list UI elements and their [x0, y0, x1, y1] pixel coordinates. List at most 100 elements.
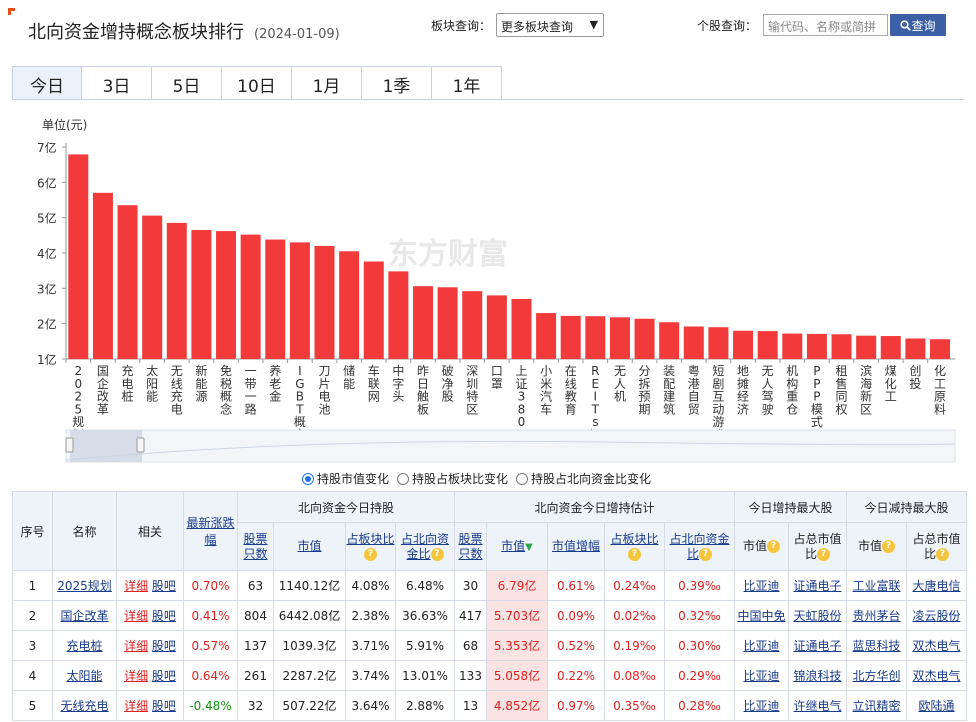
detail-link[interactable]: 详细	[124, 639, 149, 653]
detail-link[interactable]: 详细	[124, 669, 149, 683]
row-inc-ratio[interactable]: 锦浪科技	[788, 660, 847, 691]
stock-search-input[interactable]: 输代码、名称或简拼	[763, 14, 888, 36]
row-dec-value[interactable]: 北方华创	[846, 660, 907, 691]
row-name[interactable]: 无线充电	[52, 690, 117, 721]
row-inc-value[interactable]: 比亚迪	[734, 690, 789, 721]
col-add-count[interactable]: 股票只数	[454, 522, 487, 571]
stock-link[interactable]: 天虹股份	[793, 609, 842, 623]
help-icon[interactable]: ?	[767, 540, 780, 553]
tab-1y[interactable]: 1年	[432, 66, 502, 100]
stock-link[interactable]: 工业富联	[852, 579, 901, 593]
col-hold-nb-ratio[interactable]: 占北向资金比?	[395, 522, 455, 571]
col-hold-count[interactable]: 股票只数	[237, 522, 274, 571]
stock-link[interactable]: 中国中免	[737, 609, 786, 623]
forum-link[interactable]: 股吧	[151, 639, 176, 653]
stock-link[interactable]: 双杰电气	[912, 639, 961, 653]
forum-link[interactable]: 股吧	[151, 699, 176, 713]
detail-link[interactable]: 详细	[124, 699, 149, 713]
radio-button[interactable]	[516, 472, 529, 485]
col-hold-plate-ratio[interactable]: 占板块比?	[345, 522, 396, 571]
row-inc-value[interactable]: 比亚迪	[734, 570, 789, 601]
detail-link[interactable]: 详细	[124, 579, 149, 593]
stock-link[interactable]: 锦浪科技	[793, 669, 842, 683]
col-add-increase[interactable]: 市值增幅	[547, 522, 605, 571]
radio-button[interactable]	[397, 472, 410, 485]
row-name[interactable]: 充电桩	[52, 630, 117, 661]
row-add-count: 68	[454, 630, 487, 661]
row-name[interactable]: 太阳能	[52, 660, 117, 691]
row-related: 详细 股吧	[116, 600, 184, 631]
row-dec-value[interactable]: 蓝思科技	[846, 630, 907, 661]
col-hold-value[interactable]: 市值	[273, 522, 346, 571]
row-inc-value[interactable]: 比亚迪	[734, 630, 789, 661]
stock-link[interactable]: 蓝思科技	[852, 639, 901, 653]
tab-today[interactable]: 今日	[12, 66, 82, 100]
tab-3d[interactable]: 3日	[82, 66, 152, 100]
row-dec-value[interactable]: 贵州茅台	[846, 600, 907, 631]
row-inc-value[interactable]: 比亚迪	[734, 660, 789, 691]
help-icon[interactable]: ?	[699, 547, 712, 561]
detail-link[interactable]: 详细	[124, 609, 149, 623]
row-inc-ratio[interactable]: 天虹股份	[788, 600, 847, 631]
row-dec-ratio[interactable]: 双杰电气	[906, 660, 967, 691]
row-name[interactable]: 国企改革	[52, 600, 117, 631]
row-name-link[interactable]: 国企改革	[60, 609, 109, 623]
row-inc-ratio[interactable]: 许继电气	[788, 690, 847, 721]
row-dec-ratio[interactable]: 大唐电信	[906, 570, 967, 601]
stock-link[interactable]: 大唐电信	[912, 579, 961, 593]
row-inc-ratio[interactable]: 证通电子	[788, 570, 847, 601]
help-icon[interactable]: ?	[364, 547, 377, 561]
radio-plate-ratio[interactable]: 持股占板块比变化	[397, 470, 508, 487]
stock-link[interactable]: 凌云股份	[912, 609, 961, 623]
help-icon[interactable]: ?	[628, 547, 641, 561]
row-name-link[interactable]: 太阳能	[66, 669, 103, 683]
help-icon[interactable]: ?	[936, 547, 949, 561]
row-inc-value[interactable]: 中国中免	[734, 600, 789, 631]
stock-link[interactable]: 立讯精密	[852, 699, 901, 713]
stock-link[interactable]: 双杰电气	[912, 669, 961, 683]
stock-link[interactable]: 比亚迪	[743, 579, 780, 593]
plate-query-select[interactable]: 更多板块查询 ▼	[496, 13, 604, 37]
row-inc-ratio[interactable]: 证通电子	[788, 630, 847, 661]
row-add-plate-ratio: 0.08‰	[604, 660, 665, 691]
row-name-link[interactable]: 无线充电	[60, 699, 109, 713]
radio-button-checked[interactable]	[302, 472, 314, 485]
row-dec-ratio[interactable]: 双杰电气	[906, 630, 967, 661]
row-name-link[interactable]: 充电桩	[66, 639, 103, 653]
tab-10d[interactable]: 10日	[222, 66, 292, 100]
stock-link[interactable]: 比亚迪	[743, 699, 780, 713]
stock-link[interactable]: 许继电气	[793, 699, 842, 713]
radio-northbound-ratio[interactable]: 持股占北向资金比变化	[516, 470, 651, 487]
table-row: 5 无线充电 详细 股吧 -0.48% 32 507.22亿 3.64% 2.88% 13 4.8…	[12, 690, 967, 721]
row-dec-ratio[interactable]: 欧陆通	[906, 690, 967, 721]
row-name-link[interactable]: 2025规划	[57, 579, 112, 593]
row-dec-value[interactable]: 工业富联	[846, 570, 907, 601]
stock-link[interactable]: 证通电子	[793, 579, 842, 593]
col-change[interactable]: 最新涨跌幅	[183, 491, 238, 571]
stock-link[interactable]: 贵州茅台	[852, 609, 901, 623]
stock-link[interactable]: 证通电子	[793, 639, 842, 653]
help-icon[interactable]: ?	[430, 547, 444, 561]
forum-link[interactable]: 股吧	[151, 669, 176, 683]
col-add-nb-ratio[interactable]: 占北向资金比?	[664, 522, 735, 571]
forum-link[interactable]: 股吧	[151, 609, 176, 623]
row-dec-ratio[interactable]: 凌云股份	[906, 600, 967, 631]
col-add-plate-ratio[interactable]: 占板块比?	[604, 522, 665, 571]
stock-link[interactable]: 比亚迪	[743, 669, 780, 683]
row-name[interactable]: 2025规划	[52, 570, 117, 601]
radio-market-value[interactable]: 持股市值变化	[302, 470, 389, 487]
tab-1q[interactable]: 1季	[362, 66, 432, 100]
stock-link[interactable]: 比亚迪	[743, 639, 780, 653]
stock-link[interactable]: 欧陆通	[918, 699, 955, 713]
tab-1m[interactable]: 1月	[292, 66, 362, 100]
tab-5d[interactable]: 5日	[152, 66, 222, 100]
help-icon[interactable]: ?	[817, 547, 830, 561]
forum-link[interactable]: 股吧	[151, 579, 176, 593]
help-icon[interactable]: ?	[882, 540, 895, 553]
col-add-value[interactable]: 市值▼	[486, 522, 548, 571]
stock-link[interactable]: 北方华创	[852, 669, 901, 683]
bar-4	[142, 215, 163, 359]
row-dec-value[interactable]: 立讯精密	[846, 690, 907, 721]
bar-10	[289, 242, 310, 359]
search-button[interactable]: 查询	[890, 14, 946, 36]
